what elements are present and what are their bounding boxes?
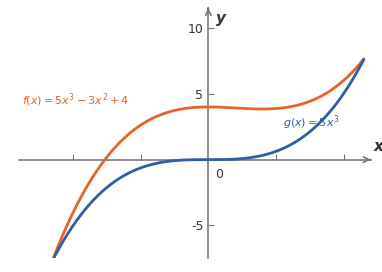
Text: 0: 0 [215,168,223,181]
Text: $g(x) = 5x^3$: $g(x) = 5x^3$ [283,113,339,132]
Text: y: y [217,11,227,26]
Text: x: x [373,139,382,154]
Text: $f(x) = 5x^3 - 3x^2 + 4$: $f(x) = 5x^3 - 3x^2 + 4$ [22,92,129,109]
